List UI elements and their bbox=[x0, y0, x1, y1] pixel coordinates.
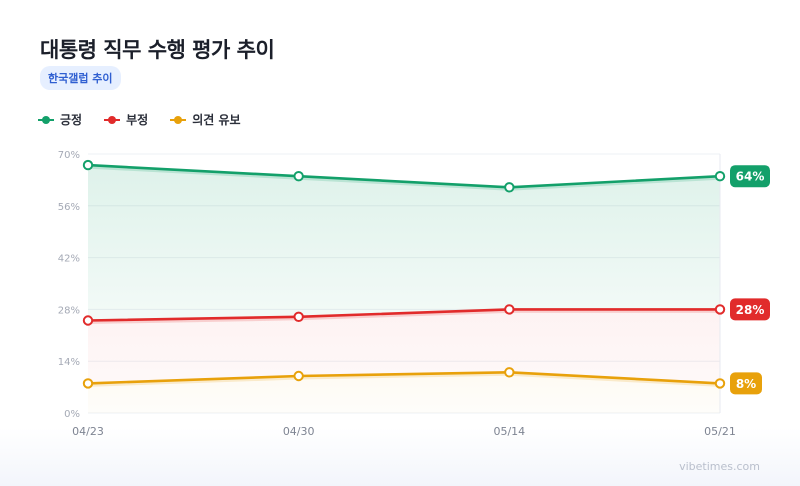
y-tick-label: 70% bbox=[58, 150, 80, 161]
series-shadow-reserved bbox=[86, 372, 722, 387]
data-point-positive bbox=[714, 171, 726, 182]
data-point-negative bbox=[504, 304, 515, 315]
source-badge: 한국갤럽 추이 bbox=[40, 66, 121, 90]
series-shadow-negative bbox=[86, 309, 722, 324]
series-line-negative bbox=[86, 308, 722, 322]
end-label-badge-negative bbox=[730, 298, 770, 321]
y-tick-label: 42% bbox=[58, 254, 80, 265]
watermark: vibetimes.com bbox=[679, 460, 760, 473]
data-point-negative bbox=[714, 304, 726, 315]
series-line-positive bbox=[86, 163, 722, 189]
end-label-badge-reserved bbox=[730, 372, 762, 395]
end-label-reserved: 8% bbox=[736, 377, 756, 391]
legend-swatch-reserved bbox=[170, 115, 187, 125]
y-tick-label: 14% bbox=[58, 357, 80, 368]
data-point-positive bbox=[82, 159, 94, 171]
data-point-negative bbox=[293, 311, 304, 322]
data-point-positive bbox=[504, 182, 515, 193]
legend-item-positive: 긍정 bbox=[38, 111, 82, 128]
area-negative bbox=[88, 309, 720, 384]
x-tick-label: 05/21 bbox=[704, 425, 736, 438]
y-tick-label: 28% bbox=[58, 305, 80, 316]
end-label-badge-positive bbox=[730, 165, 770, 188]
series-shadow-positive bbox=[86, 165, 722, 191]
x-tick-label: 04/30 bbox=[283, 425, 315, 438]
x-tick-label: 04/23 bbox=[72, 425, 104, 438]
end-label-positive: 64% bbox=[736, 170, 765, 184]
area-reserved bbox=[88, 372, 720, 413]
chart-title: 대통령 직무 수행 평가 추이 bbox=[40, 38, 275, 62]
y-tick-label: 0% bbox=[64, 409, 80, 420]
data-point-reserved bbox=[504, 367, 515, 378]
legend-label-negative: 부정 bbox=[126, 113, 149, 127]
legend-swatch-positive bbox=[38, 115, 54, 125]
legend-label-reserved: 의견 유보 bbox=[192, 113, 241, 127]
series-line-reserved bbox=[86, 370, 722, 385]
legend: 긍정 부정 의견 유보 bbox=[38, 111, 241, 128]
area-positive bbox=[88, 165, 720, 321]
legend-swatch-negative bbox=[104, 115, 121, 125]
end-label-negative: 28% bbox=[736, 303, 765, 317]
data-point-reserved bbox=[293, 370, 304, 382]
data-point-negative bbox=[82, 315, 94, 326]
data-point-reserved bbox=[714, 378, 726, 389]
legend-label-positive: 긍정 bbox=[60, 113, 83, 127]
legend-item-reserved: 의견 유보 bbox=[170, 111, 241, 128]
data-point-reserved bbox=[82, 378, 94, 389]
y-tick-label: 56% bbox=[58, 202, 80, 213]
legend-item-negative: 부정 bbox=[104, 111, 148, 128]
data-point-positive bbox=[293, 171, 304, 182]
x-tick-label: 05/14 bbox=[493, 425, 525, 438]
